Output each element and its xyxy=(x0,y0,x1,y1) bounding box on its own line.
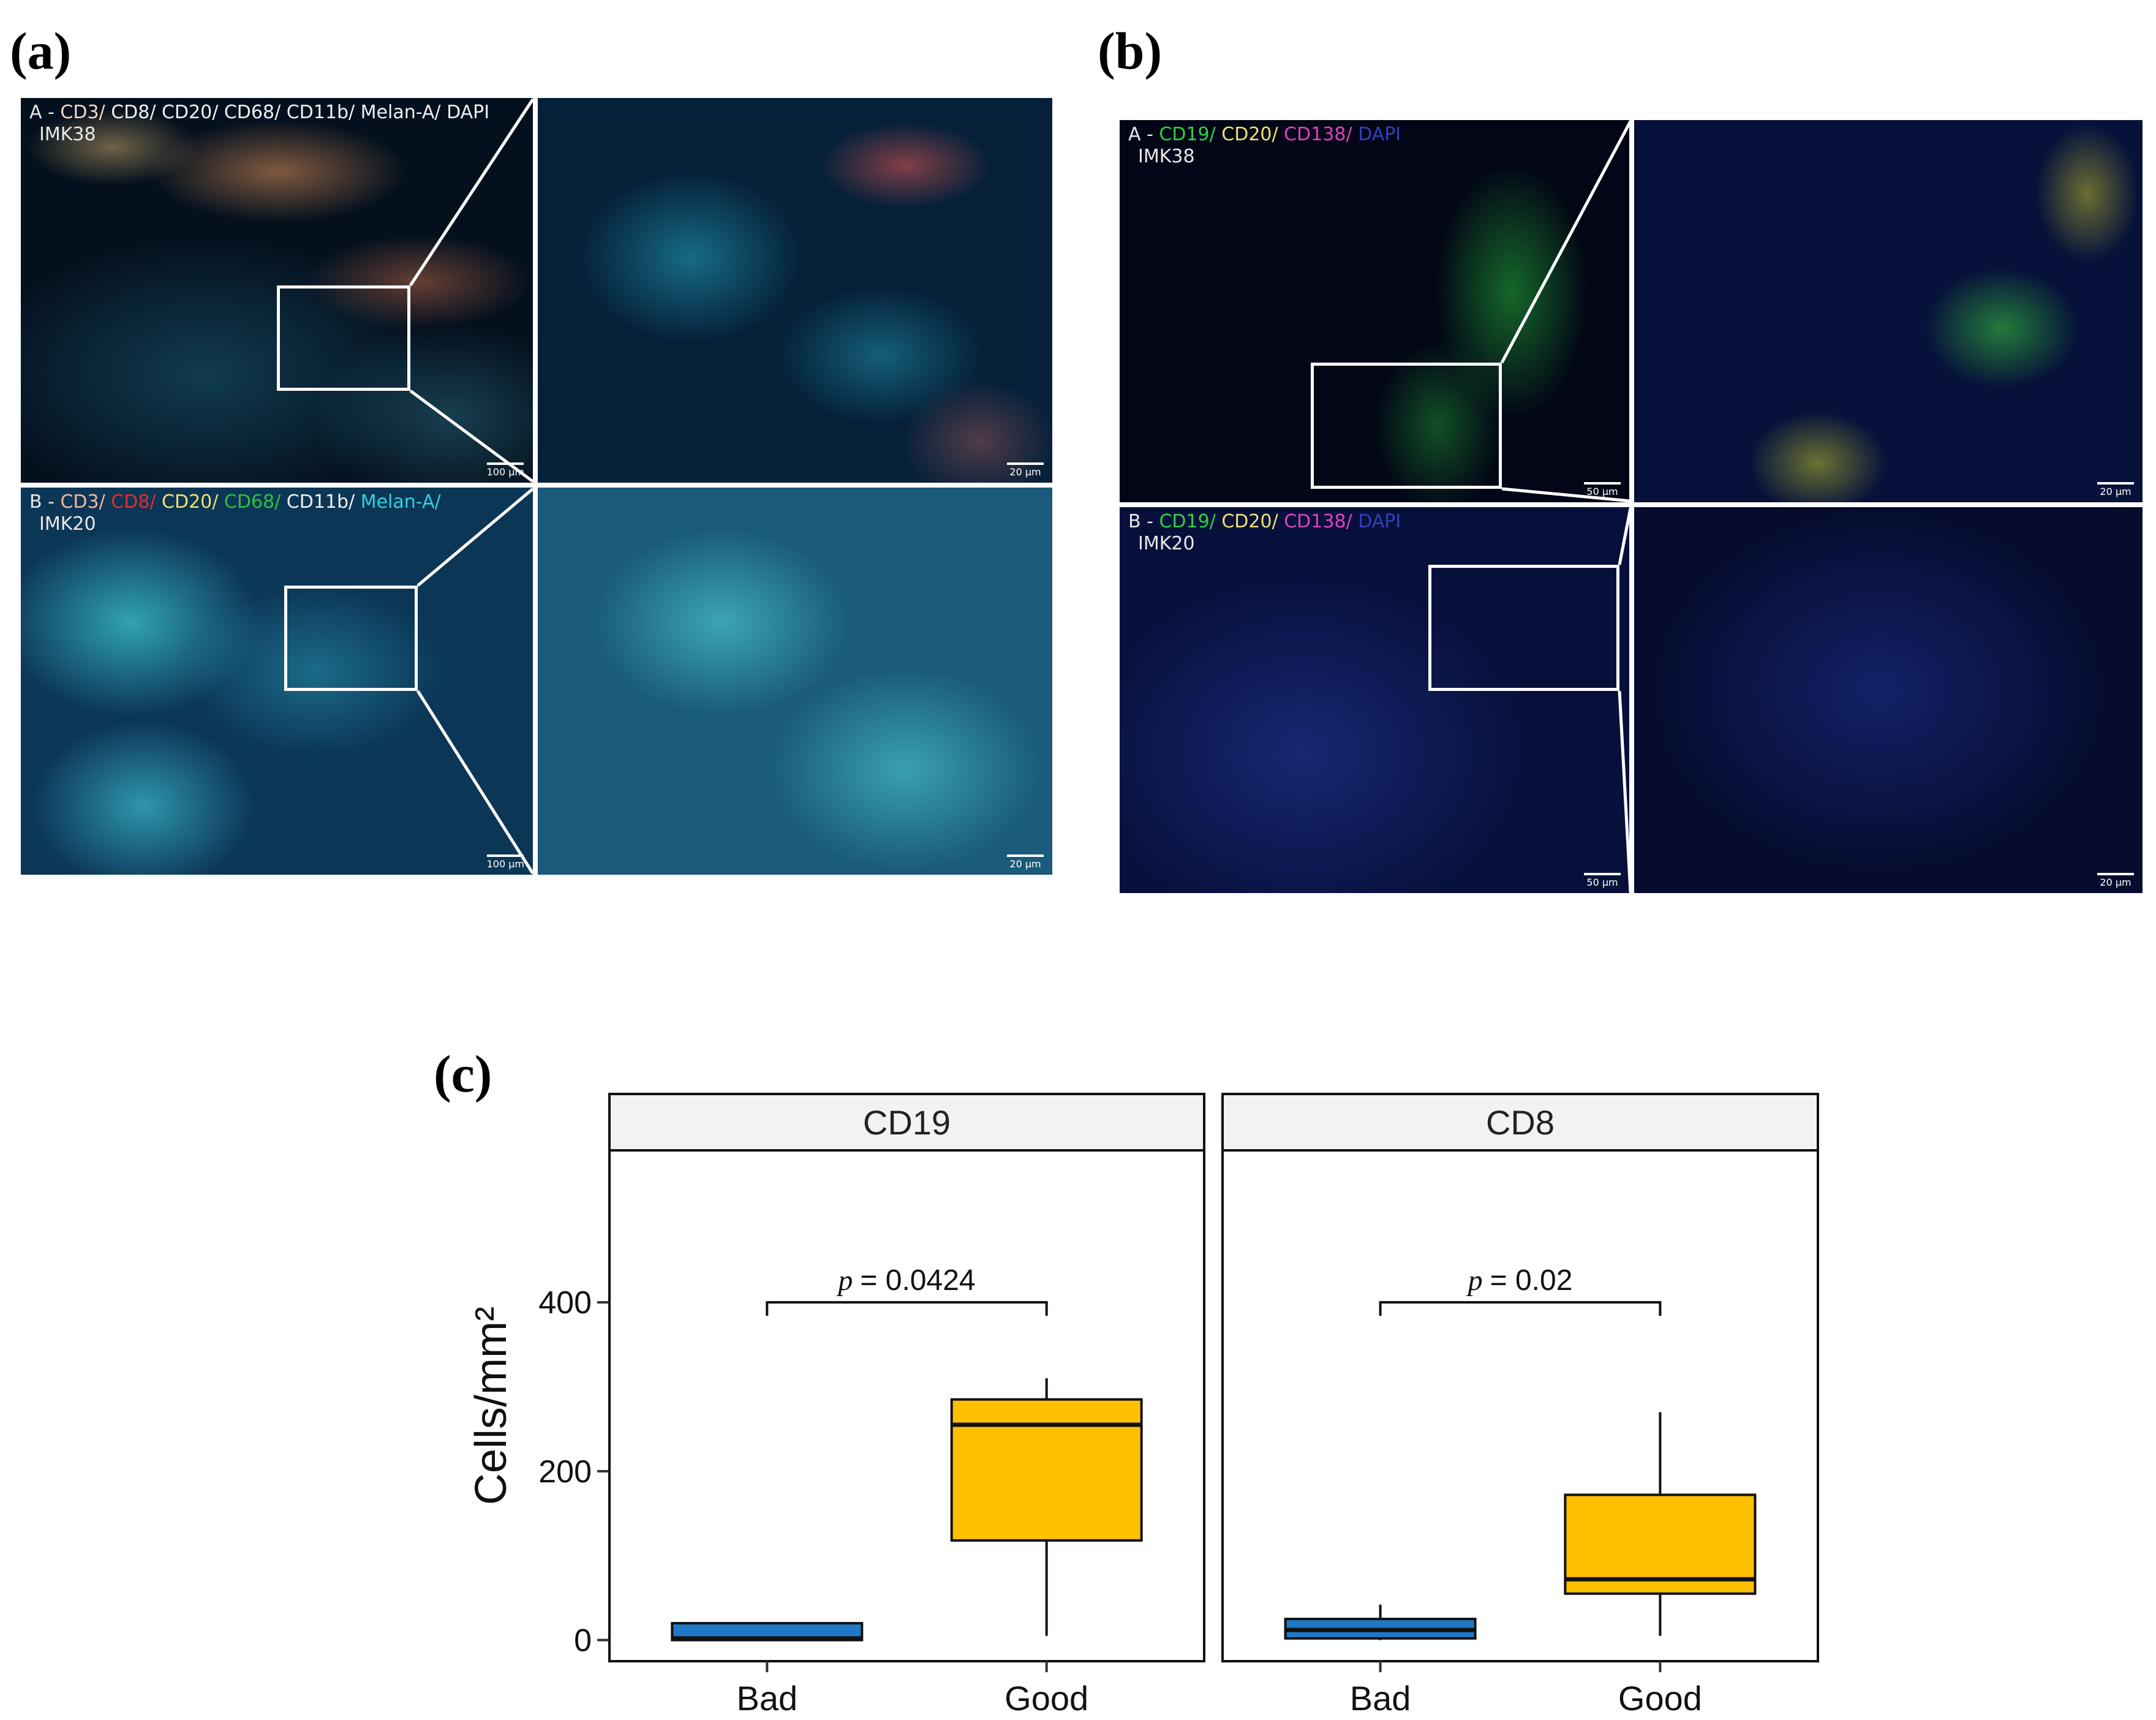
panel-label-b: (b) xyxy=(1098,21,1163,80)
marker-label: CD20/ xyxy=(161,102,224,123)
micrograph-a-imk20-zoom: 20 µm xyxy=(538,488,1052,875)
roi-box xyxy=(277,285,410,391)
marker-label: CD68/ xyxy=(224,491,287,513)
marker-label: CD3/ xyxy=(60,491,111,513)
y-tick-label: 200 xyxy=(538,1454,592,1490)
scale-bar: 20 µm xyxy=(2097,873,2134,888)
marker-label: CD138/ xyxy=(1284,124,1359,145)
roi-box xyxy=(284,586,418,691)
scale-bar: 20 µm xyxy=(1007,854,1044,870)
facet-strip xyxy=(1221,1093,1819,1152)
marker-label: CD19/ xyxy=(1159,511,1222,532)
y-tick-label: 0 xyxy=(574,1623,592,1659)
p-value-label: p = 0.0424 xyxy=(836,1264,975,1297)
x-tick-label: Good xyxy=(1005,1679,1088,1718)
marker-label: DAPI xyxy=(1358,511,1401,532)
significance-bracket xyxy=(766,1301,1048,1316)
micrograph-a-imk38-zoom: 20 µm xyxy=(538,98,1052,483)
marker-label: CD20/ xyxy=(1221,124,1284,145)
marker-label: CD8/ xyxy=(111,102,162,123)
y-tick-label: 400 xyxy=(538,1285,592,1321)
sample-label: IMK38 xyxy=(1138,146,1195,167)
sample-label: IMK38 xyxy=(39,124,96,145)
marker-label: CD20/ xyxy=(1221,511,1284,532)
panel-label-c: (c) xyxy=(434,1044,492,1103)
x-tick-label: Bad xyxy=(736,1679,797,1718)
micrograph-b-imk20-zoom: 20 µm xyxy=(1634,507,2143,893)
significance-bracket xyxy=(1379,1301,1662,1316)
box-good xyxy=(950,1398,1143,1542)
x-tick-label: Good xyxy=(1618,1679,1702,1718)
marker-label: CD68/ xyxy=(224,102,287,123)
marker-caption: B - CD3/ CD8/ CD20/ CD68/ CD11b/ Melan-A… xyxy=(29,491,441,513)
facet-title: CD8 xyxy=(1486,1103,1555,1142)
marker-caption: A - CD19/ CD20/ CD138/ DAPI xyxy=(1128,124,1401,145)
marker-label: CD20/ xyxy=(162,491,224,513)
marker-label: CD19/ xyxy=(1159,124,1222,145)
y-axis-label: Cells/mm² xyxy=(467,1307,516,1505)
sample-label: IMK20 xyxy=(1138,533,1195,554)
marker-label: DAPI xyxy=(1358,124,1401,145)
scale-bar: 20 µm xyxy=(2097,482,2134,497)
marker-label: CD11b/ xyxy=(286,491,361,513)
marker-label: CD138/ xyxy=(1284,511,1359,532)
x-tick-label: Bad xyxy=(1350,1679,1411,1718)
panel-label-a: (a) xyxy=(10,21,72,80)
p-value-label: p = 0.02 xyxy=(1466,1264,1573,1297)
scale-bar: 20 µm xyxy=(1007,462,1044,478)
facet-title: CD19 xyxy=(863,1103,951,1142)
marker-caption: B - CD19/ CD20/ CD138/ DAPI xyxy=(1128,511,1401,532)
micrograph-b-imk20-overview: B - CD19/ CD20/ CD138/ DAPI IMK20 50 µm xyxy=(1120,507,1629,893)
marker-label: CD8/ xyxy=(111,491,162,513)
scale-bar: 50 µm xyxy=(1584,873,1621,888)
roi-box xyxy=(1428,565,1619,691)
marker-label: CD11b/ xyxy=(286,102,361,123)
micrograph-b-imk38-zoom: 20 µm xyxy=(1634,120,2143,502)
sample-label: IMK20 xyxy=(39,513,96,535)
marker-label: CD3/ xyxy=(60,102,111,123)
roi-box xyxy=(1311,363,1502,489)
